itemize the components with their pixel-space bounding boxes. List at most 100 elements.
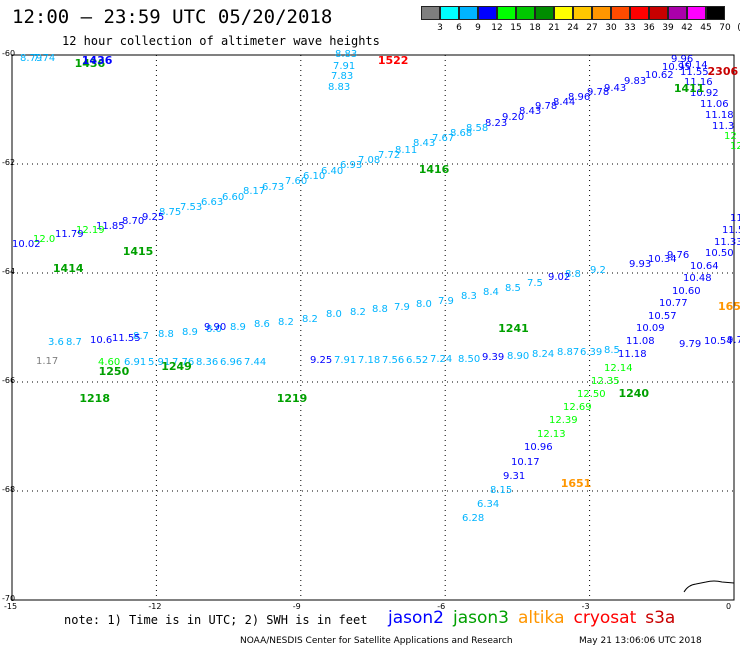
wave-height-value: 8.5 [604, 345, 620, 356]
wave-height-value: 11.18 [705, 110, 734, 121]
colorbar-label: 30 [605, 23, 617, 33]
colorbar-label: 6 [456, 23, 462, 33]
colorbar-label: 42 [681, 23, 693, 33]
lat-tick-label: -70 [2, 594, 16, 603]
pass-time-label: 1651 [718, 299, 740, 313]
wave-height-value: 8.83 [328, 82, 351, 93]
wave-height-value: 11.06 [700, 99, 729, 110]
wave-height-value: 6.10 [303, 171, 326, 182]
wave-height-value: 8.2 [350, 307, 366, 318]
wave-height-value: 9.2 [590, 265, 606, 276]
wave-height-value: 9.39 [482, 352, 505, 363]
colorbar-swatch [554, 6, 573, 20]
grid-lines [12, 55, 734, 600]
colorbar-label: (ft) [734, 23, 740, 33]
legend-entry-altika: altika [518, 608, 565, 628]
wave-height-value: 8.58 [466, 123, 489, 134]
pass-time-label: 1415 [122, 245, 154, 259]
note-text: note: 1) Time is in UTC; 2) SWH is in fe… [64, 613, 368, 627]
wave-height-value: 8.3 [461, 291, 477, 302]
lon-tick-label: -6 [437, 602, 446, 611]
wave-height-value: 9.25 [310, 355, 333, 366]
lat-tick-label: -62 [2, 158, 16, 167]
wave-height-value: 6.63 [201, 197, 224, 208]
wave-height-value: 6.73 [262, 182, 285, 193]
colorbar-label: 45 [700, 23, 712, 33]
colorbar-swatch [516, 6, 535, 20]
coastline [683, 580, 735, 593]
wave-height-value: 9.43 [604, 83, 627, 94]
footer-credit: NOAA/NESDIS Center for Satellite Applica… [240, 636, 513, 646]
wave-height-value: 10.48 [683, 273, 712, 284]
wave-height-value: 8.2 [278, 317, 294, 328]
wave-height-value: 6.34 [477, 499, 500, 510]
wave-height-value: 8.83 [335, 49, 358, 60]
wave-height-value: 8.2 [302, 314, 318, 325]
wave-height-value: 6.28 [462, 513, 485, 524]
wave-height-value: 11 [730, 213, 740, 224]
colorbar-label: 70 [719, 23, 731, 33]
wave-height-value: 8.0 [206, 324, 222, 335]
wave-height-value: 7.76 [172, 357, 195, 368]
lon-tick-label: -3 [581, 602, 590, 611]
wave-height-value: 10.54 [704, 336, 733, 347]
pass-time-label: 1219 [276, 392, 308, 406]
wave-height-value: 10.02 [12, 239, 41, 250]
wave-height-value: 6.91 [124, 357, 147, 368]
wave-height-value: 8.79 [20, 53, 43, 64]
colorbar-label: 33 [624, 23, 636, 33]
wave-height-value: 12.13 [537, 429, 566, 440]
wave-height-value: 11.79 [55, 229, 84, 240]
wave-height-value: 8.6 [254, 319, 270, 330]
colorbar-swatch [687, 6, 706, 20]
wave-height-value: 11.5 [722, 225, 740, 236]
wave-height-value: 9.78 [535, 101, 558, 112]
wave-height-value: 11.85 [96, 221, 125, 232]
wave-height-value: 6.52 [406, 355, 429, 366]
wave-height-value: 10.92 [690, 88, 719, 99]
colorbar-label: 39 [662, 23, 674, 33]
pass-time-label: 1436 [81, 54, 113, 68]
wave-height-value: 11.08 [626, 336, 655, 347]
legend-entry-cryosat: cryosat [573, 608, 637, 628]
map-frame [11, 54, 735, 601]
wave-height-value: 7.60 [285, 176, 308, 187]
wave-height-value: 12 [724, 131, 737, 142]
wave-height-value: 10.57 [648, 311, 677, 322]
wave-height-value: 8.5 [505, 283, 521, 294]
wave-height-value: 10.96 [524, 442, 553, 453]
wave-height-value: 7.5 [527, 278, 543, 289]
colorbar-swatch [630, 6, 649, 20]
wave-height-value: 7.53 [180, 202, 203, 213]
legend-entry-jason3: jason3 [453, 608, 509, 628]
colorbar-swatch [421, 6, 440, 20]
wave-height-value: 8.0 [416, 299, 432, 310]
colorbar-label: 36 [643, 23, 655, 33]
pass-time-label: 1651 [560, 476, 592, 490]
pass-time-label: 1249 [161, 359, 192, 373]
wave-height-value: 12.69 [563, 402, 592, 413]
wave-height-value: 8.43 [519, 106, 542, 117]
colorbar-swatch [611, 6, 630, 20]
wave-height-value: 11.55 [112, 333, 141, 344]
wave-height-value: 10.34 [648, 254, 677, 265]
wave-height-value: 9.78 [587, 87, 610, 98]
wave-height-value: 8.8 [372, 304, 388, 315]
wave-height-value: 7.9 [438, 296, 454, 307]
wave-height-value: 10.50 [705, 248, 734, 259]
chart-subtitle: 12 hour collection of altimeter wave hei… [62, 34, 380, 48]
wave-height-value: 7.91 [334, 355, 357, 366]
wave-height-value: 8.68 [450, 128, 473, 139]
wave-height-value: 9.96 [671, 54, 694, 65]
wave-height-value: 8.15 [490, 485, 513, 496]
satellite-legend: jason2 jason3 altika cryosat s3a [388, 608, 684, 628]
colorbar-swatch [573, 6, 592, 20]
wave-height-value: 11.33 [714, 237, 740, 248]
wave-height-value: 7.24 [430, 354, 453, 365]
wave-height-value: 8.9 [182, 327, 198, 338]
pass-time-label: 1522 [377, 54, 409, 68]
wave-height-value: 10.64 [690, 261, 719, 272]
wave-height-value: 11.55 [680, 67, 709, 78]
wave-height-value: 12.14 [604, 363, 633, 374]
colorbar-label: 27 [586, 23, 598, 33]
